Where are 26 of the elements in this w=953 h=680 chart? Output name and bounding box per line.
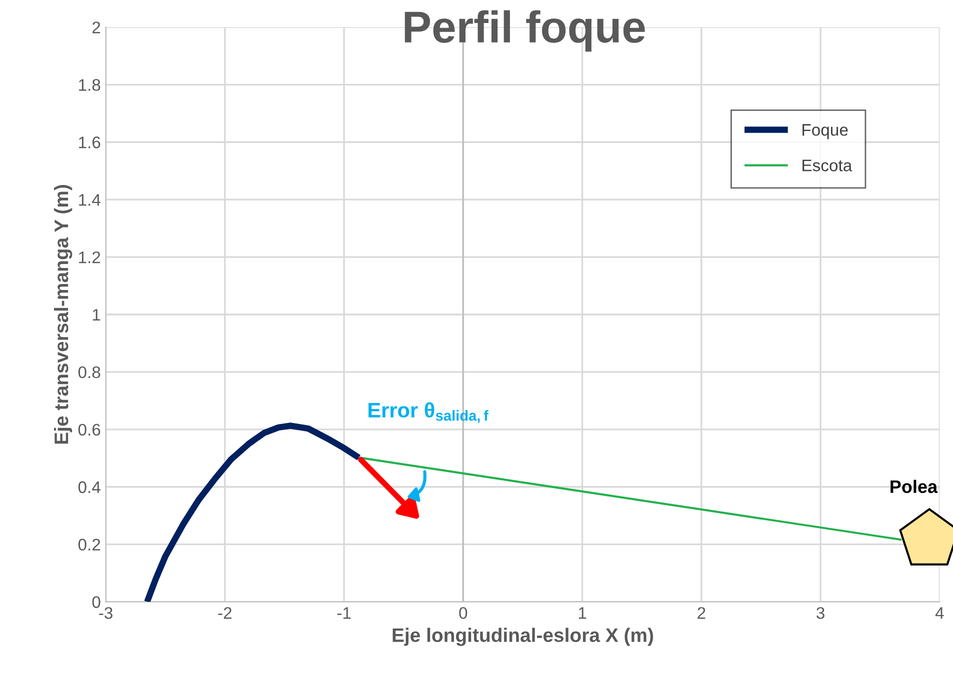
x-tick-label: 2	[698, 607, 706, 619]
x-tick-label: -3	[99, 607, 112, 619]
y-tick-label: 1.4	[79, 194, 100, 206]
x-axis-title: Eje longitudinal-eslora X (m)	[392, 628, 654, 646]
y-tick-label: 0.2	[78, 538, 100, 551]
x-tick-label: 4	[935, 607, 944, 619]
y-axis-title: Eje transversal-manga Y (m)	[54, 185, 72, 444]
x-tick-label: 1	[578, 607, 586, 619]
y-tick-label: 2	[92, 22, 100, 34]
chart-title: Perfil foque	[404, 10, 645, 52]
y-tick-label: 0	[92, 596, 100, 608]
x-tick-label: 0	[459, 607, 468, 619]
y-tick-label: 1.2	[79, 251, 100, 264]
x-tick-label: -2	[218, 607, 232, 619]
legend-label: Escota	[802, 160, 852, 172]
legend-label: Foque	[802, 124, 848, 140]
y-tick-label: 1.8	[79, 79, 100, 91]
annotation: Error θ$_{salida,f}$	[368, 402, 488, 423]
y-tick-label: 0.6	[78, 424, 100, 436]
y-tick-label: 0.8	[78, 366, 100, 378]
x-tick-label: -1	[337, 607, 351, 619]
x-tick-label: 3	[816, 607, 824, 619]
y-tick-label: 1.6	[79, 136, 100, 148]
y-tick-label: 0.4	[78, 481, 100, 494]
annotation: Polea	[890, 480, 938, 494]
y-tick-label: 1	[92, 309, 100, 321]
